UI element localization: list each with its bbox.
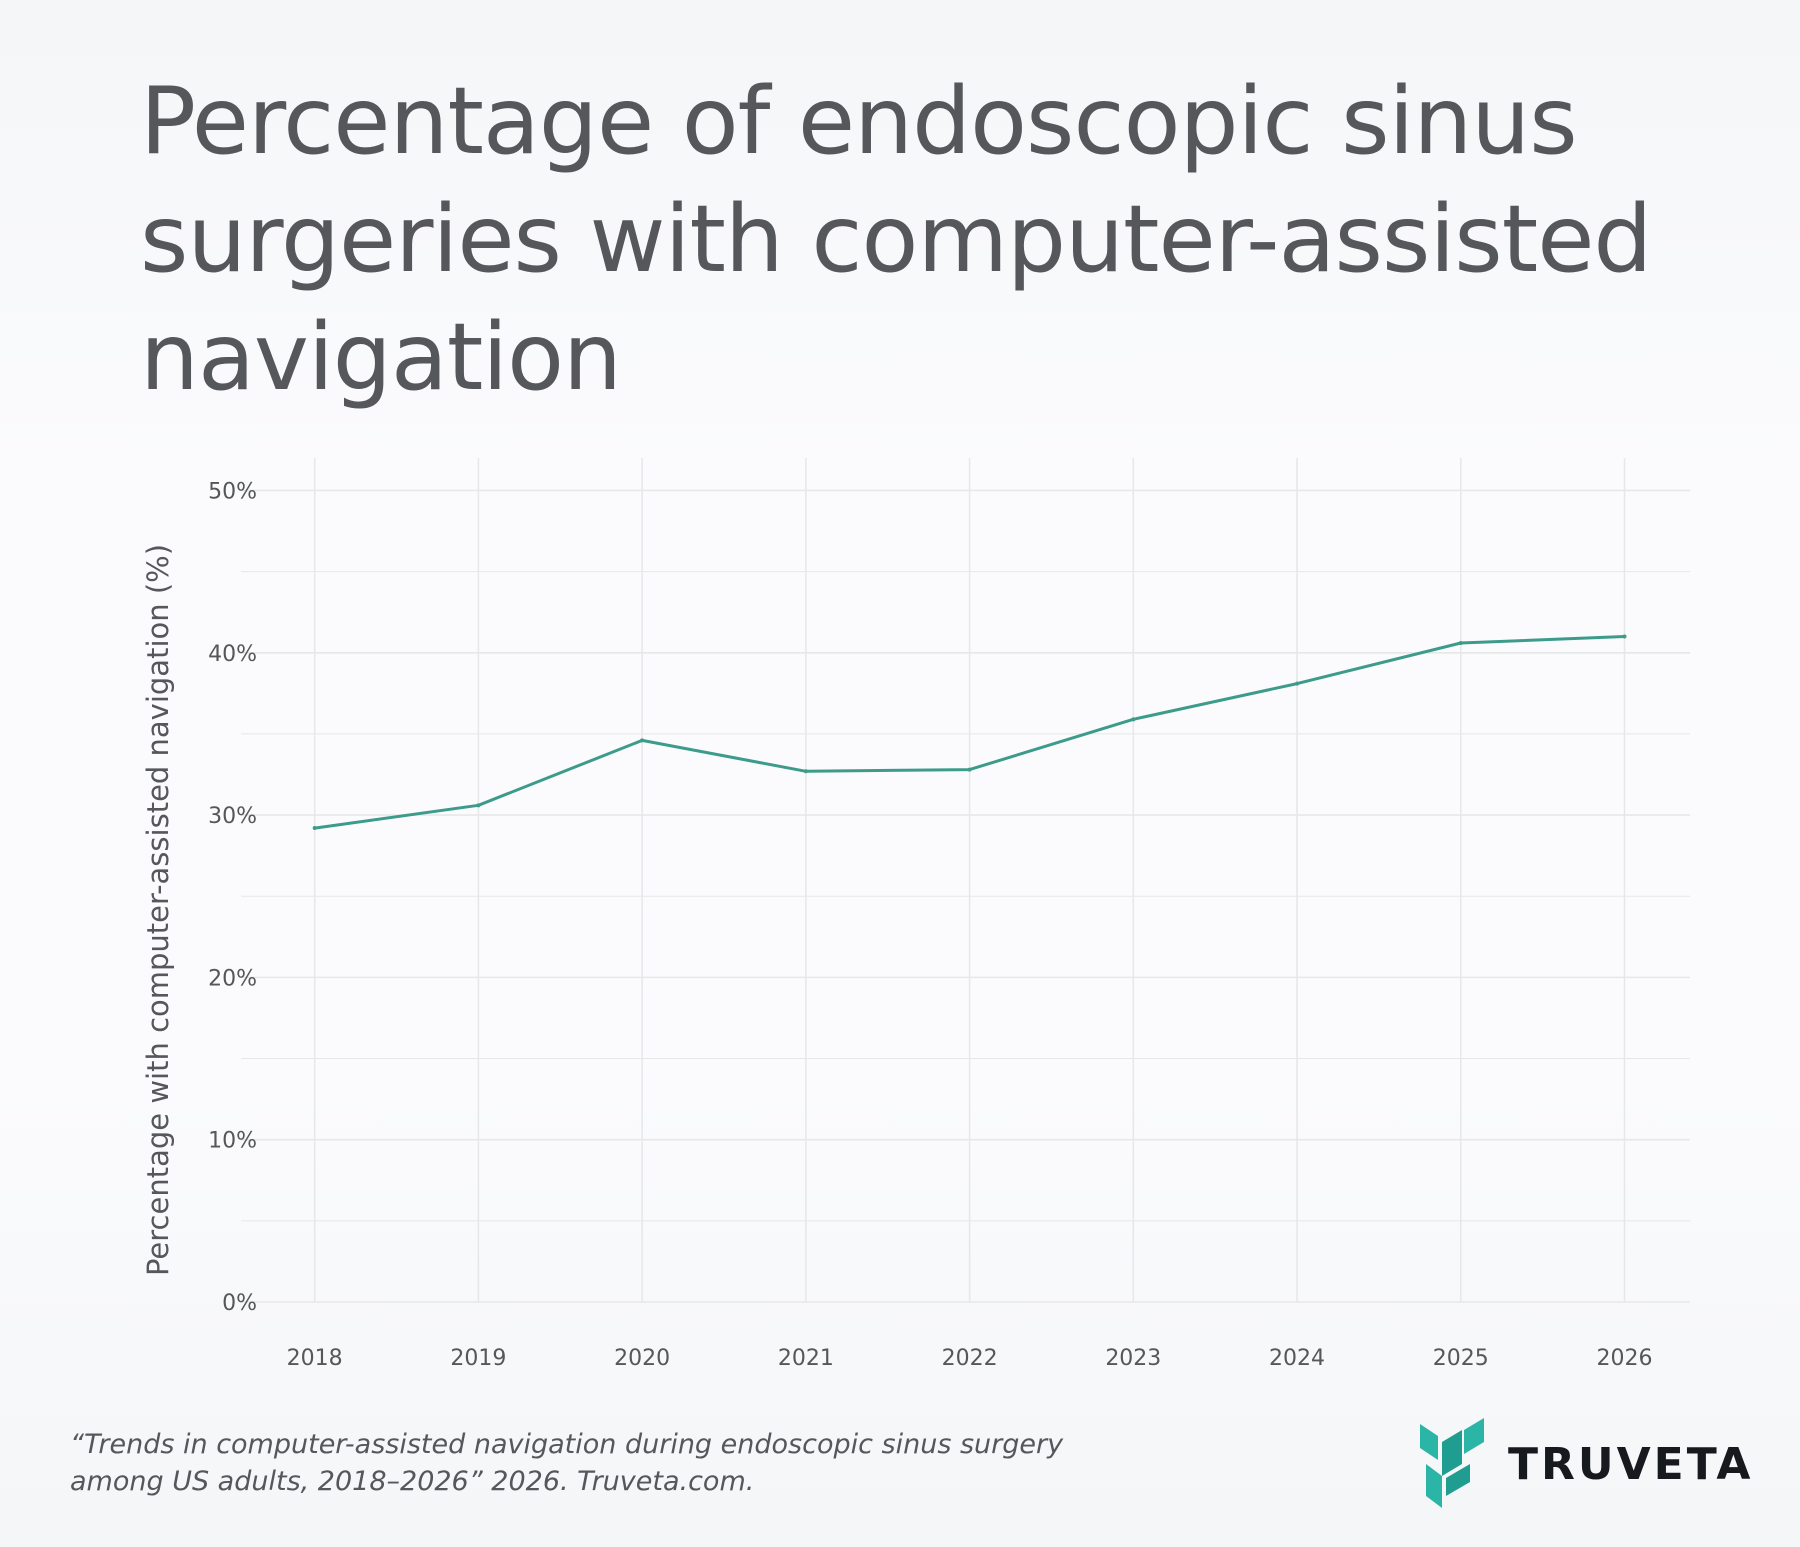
y-tick-label: 50%	[208, 479, 257, 504]
chart-title: Percentage of endoscopic sinus surgeries…	[140, 67, 1652, 411]
y-tick-label: 10%	[208, 1129, 257, 1154]
x-tick-label: 2018	[287, 1346, 343, 1371]
data-point	[476, 803, 481, 808]
x-tick-label: 2026	[1597, 1346, 1653, 1371]
data-point	[967, 767, 972, 772]
x-tick-label: 2024	[1269, 1346, 1325, 1371]
data-point	[803, 769, 808, 774]
x-tick-label: 2019	[450, 1346, 506, 1371]
truveta-logo-icon	[1420, 1418, 1484, 1508]
grid-layer	[241, 458, 1690, 1303]
data-point	[1458, 641, 1463, 646]
data-point	[1622, 634, 1627, 639]
data-point	[1295, 681, 1300, 686]
x-tick-label: 2020	[614, 1346, 670, 1371]
y-tick-label: 0%	[222, 1291, 257, 1316]
x-tick-label: 2021	[778, 1346, 834, 1371]
x-tick-label: 2022	[942, 1346, 998, 1371]
y-tick-label: 40%	[208, 642, 257, 667]
source-citation: “Trends in computer-assisted navigation …	[70, 1426, 1070, 1500]
truveta-logo: TRUVETA	[1418, 1414, 1753, 1514]
tick-label-layer: 0% 10% 20% 30% 40% 50% 2018 2019 2020 2021 2022 202…	[208, 479, 1652, 1371]
y-tick-label: 30%	[208, 804, 257, 829]
line-chart: 0% 10% 20% 30% 40% 50% 2018 2019 2020 2021 2022 202…	[141, 458, 1690, 1371]
data-point	[312, 826, 317, 831]
x-tick-label: 2023	[1105, 1346, 1161, 1371]
y-axis-title: Percentage with computer-assisted naviga…	[141, 544, 175, 1276]
data-point	[640, 738, 645, 743]
x-tick-label: 2025	[1433, 1346, 1489, 1371]
y-tick-label: 20%	[208, 966, 257, 991]
citation-line-2: among US adults, 2018–2026” 2026. Truvet…	[70, 1466, 755, 1497]
series-layer	[312, 634, 1627, 831]
data-point	[1131, 717, 1136, 722]
truveta-wordmark: TRUVETA	[1508, 1438, 1754, 1490]
citation-line-1: “Trends in computer-assisted navigation …	[70, 1429, 1064, 1460]
